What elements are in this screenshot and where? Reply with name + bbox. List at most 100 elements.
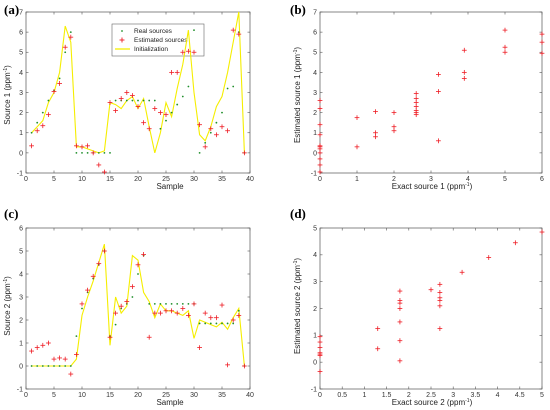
- x-tick-label: 3: [429, 176, 433, 183]
- scatter-point: [539, 229, 545, 235]
- estimated-source-point: [124, 90, 130, 95]
- series-marks: [317, 229, 545, 374]
- estimated-source-point: [46, 340, 51, 346]
- real-source-point: [148, 99, 151, 102]
- real-source-point: [232, 322, 235, 325]
- y-tick-label: -1: [17, 386, 23, 393]
- legend-real-label: Real sources: [134, 28, 173, 35]
- legend-real-marker: [121, 30, 123, 32]
- x-tick-label: 4: [496, 392, 500, 399]
- estimated-source-point: [236, 31, 242, 37]
- scatter-point: [391, 128, 397, 134]
- y-tick-label: 0: [313, 360, 317, 367]
- real-source-point: [64, 365, 67, 367]
- real-source-point: [131, 99, 134, 102]
- x-tick-label: 0: [318, 392, 322, 399]
- real-source-point: [58, 365, 61, 367]
- y-tick-label: 5: [313, 50, 317, 57]
- real-source-point: [36, 121, 39, 124]
- scatter-point: [437, 298, 443, 303]
- panel-b-xlabel: Exact source 1 (ppm-1): [392, 182, 473, 191]
- x-tick-label: 5: [540, 392, 544, 399]
- scatter-point: [375, 346, 381, 352]
- real-source-point: [170, 303, 173, 305]
- scatter-point: [373, 130, 378, 136]
- panel-a-xlabel: Sample: [156, 182, 184, 191]
- estimated-source-point: [85, 143, 90, 149]
- scatter-point: [317, 98, 323, 103]
- y-tick-label: 1: [19, 130, 23, 137]
- series-marks: [29, 243, 247, 377]
- x-tick-label: 5: [52, 176, 56, 183]
- real-source-point: [64, 51, 67, 54]
- scatter-point: [486, 255, 492, 260]
- x-tick-label: 4.5: [515, 392, 525, 399]
- x-tick-label: 30: [190, 392, 198, 399]
- scatter-point: [397, 338, 403, 344]
- panel-d-letter: (d): [290, 206, 306, 221]
- real-source-point: [187, 303, 190, 305]
- scatter-point: [317, 150, 323, 156]
- real-source-point: [181, 95, 184, 98]
- scatter-point: [413, 104, 419, 109]
- x-tick-label: 0: [24, 176, 28, 183]
- real-source-point: [142, 99, 145, 102]
- real-source-point: [170, 111, 173, 114]
- x-tick-label: 1: [355, 176, 359, 183]
- real-source-point: [176, 303, 179, 305]
- x-tick-label: 35: [218, 176, 226, 183]
- legend-initialization-label: Initialization: [134, 46, 168, 53]
- series-marks: [29, 11, 247, 175]
- estimated-source-point: [197, 345, 202, 350]
- x-tick-label: 30: [190, 176, 198, 183]
- estimated-source-point: [40, 123, 46, 129]
- scatter-point: [436, 71, 441, 77]
- estimated-source-point: [79, 301, 85, 307]
- scatter-point: [317, 146, 323, 152]
- estimated-source-point: [34, 345, 40, 350]
- x-tick-label: 6: [540, 176, 544, 183]
- estimated-source-point: [90, 273, 96, 279]
- y-tick-label: -1: [311, 386, 317, 393]
- estimated-source-point: [202, 310, 208, 316]
- x-tick-label: 25: [162, 176, 170, 183]
- estimated-source-point: [230, 317, 236, 323]
- estimated-source-point: [152, 106, 158, 111]
- scatter-point: [317, 169, 323, 175]
- estimated-source-point: [29, 143, 34, 149]
- real-source-point: [81, 307, 83, 310]
- scatter-point: [317, 132, 323, 138]
- scatter-point: [397, 288, 403, 294]
- y-tick-label: -1: [17, 170, 23, 177]
- estimated-source-point: [74, 352, 79, 357]
- estimated-source-point: [208, 315, 214, 321]
- panel-a-legend: Real sources Estimated sources Initializ…: [111, 23, 205, 57]
- x-tick-label: 0: [24, 392, 28, 399]
- estimated-source-point: [90, 150, 96, 156]
- x-tick-label: 10: [78, 392, 86, 399]
- x-tick-label: 15: [106, 176, 114, 183]
- estimated-source-point: [202, 144, 208, 150]
- scatter-point: [317, 369, 323, 374]
- estimated-source-point: [191, 49, 197, 55]
- scatter-point: [413, 91, 419, 96]
- series-marks: [317, 27, 545, 175]
- real-source-point: [215, 322, 218, 325]
- estimated-source-point: [230, 27, 236, 33]
- estimated-source-point: [79, 144, 85, 150]
- real-source-point: [47, 365, 50, 367]
- x-tick-label: 4: [466, 176, 470, 183]
- scatter-point: [437, 290, 443, 295]
- x-tick-label: 20: [134, 392, 142, 399]
- panel-c-letter: (c): [4, 206, 18, 221]
- real-source-point: [187, 85, 190, 88]
- y-tick-label: 1: [313, 130, 317, 137]
- scatter-point: [461, 69, 467, 75]
- x-tick-label: 5: [503, 176, 507, 183]
- scatter-point: [397, 306, 403, 311]
- y-tick-label: 5: [313, 225, 317, 232]
- estimated-source-point: [113, 310, 118, 316]
